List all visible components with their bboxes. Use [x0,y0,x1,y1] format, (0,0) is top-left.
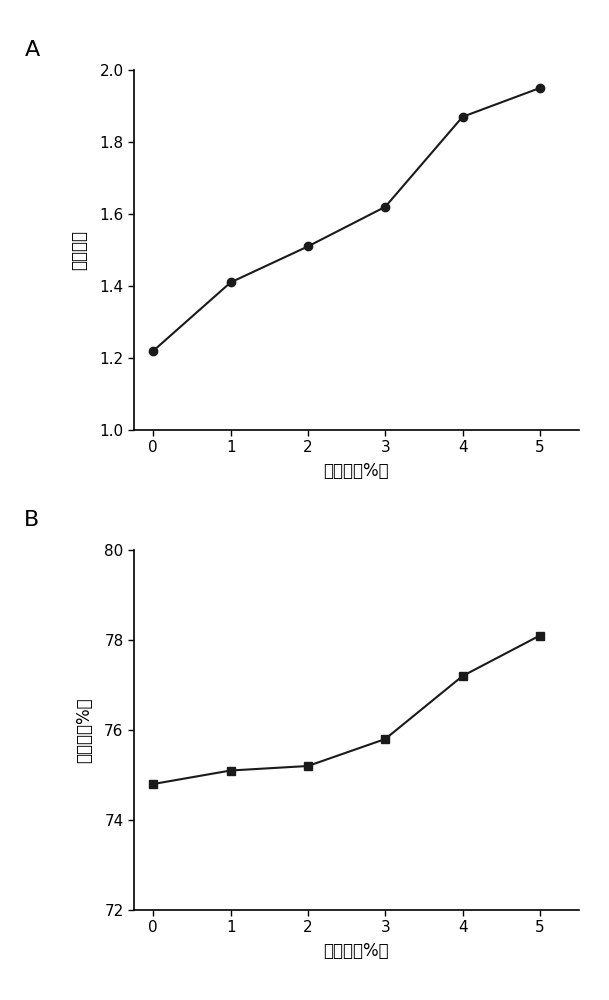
X-axis label: 硫酸铵（%）: 硫酸铵（%） [323,462,389,480]
Y-axis label: 分配系数: 分配系数 [70,230,88,270]
X-axis label: 硫酸铵（%）: 硫酸铵（%） [323,942,389,960]
Text: A: A [24,40,40,60]
Text: B: B [24,510,40,530]
Y-axis label: 回收率（%）: 回收率（%） [75,697,93,763]
